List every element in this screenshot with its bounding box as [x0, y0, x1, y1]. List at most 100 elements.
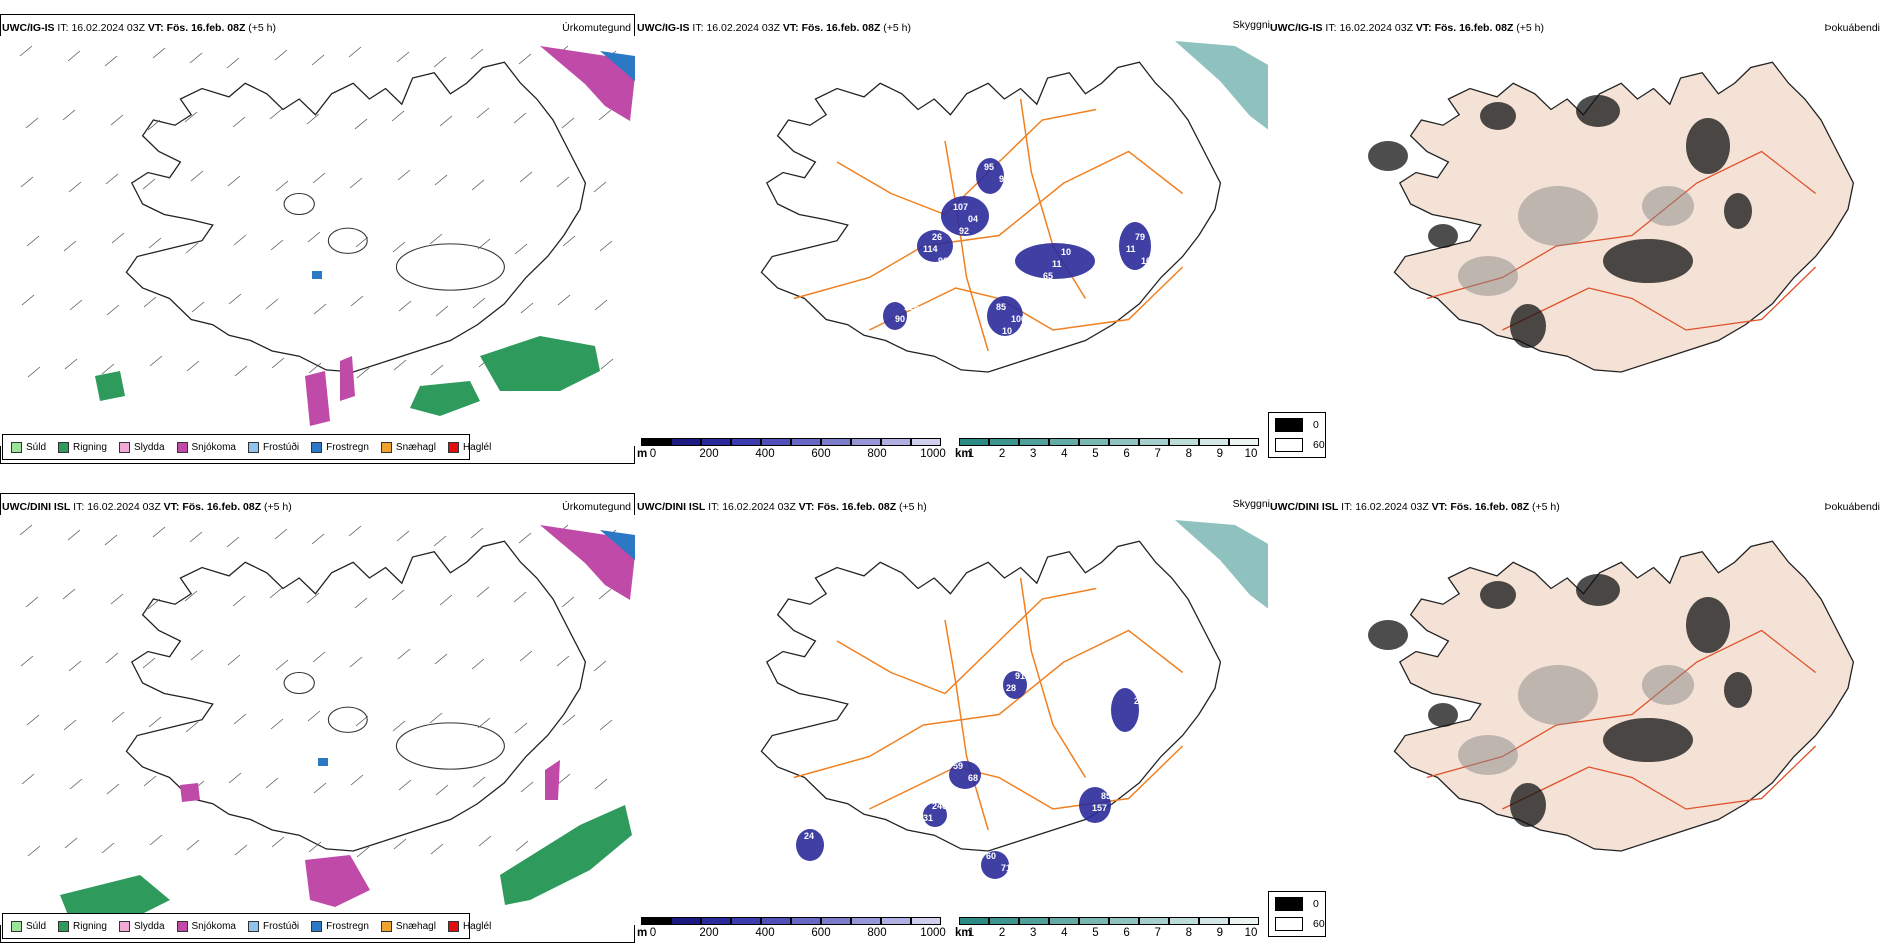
low-ceiling-area — [923, 803, 947, 827]
legend-label: Snjókoma — [191, 920, 236, 932]
wind-barb — [110, 593, 124, 605]
precip-legend-item: Snjókoma — [176, 441, 236, 453]
colorbar-segment — [989, 438, 1019, 446]
rain-area — [500, 805, 632, 905]
vt-label: VT: — [163, 501, 180, 513]
iceland-coastline — [1393, 61, 1855, 373]
colorbar-tick-label: 0 — [649, 448, 657, 460]
panel-visibility-row2: UWC/DINI ISL IT: 16.02.2024 03Z VT: Fös.… — [635, 493, 1270, 943]
vt-value: Fös. 16.feb. 08Z — [1434, 22, 1514, 34]
wind-barb — [184, 590, 198, 602]
wind-barb — [599, 240, 613, 252]
legend-swatch — [176, 441, 188, 453]
wind-barb — [189, 531, 203, 543]
wind-barb — [19, 524, 33, 536]
colorbar-tick-label: 8 — [1185, 927, 1192, 939]
colorbar-segment — [1019, 438, 1049, 446]
ceiling-value-label: 22 — [1134, 696, 1144, 706]
wind-barb — [598, 588, 612, 600]
colorbar-segment — [761, 917, 791, 925]
wind-barb — [350, 774, 364, 786]
wind-barb — [190, 649, 204, 661]
road-line — [944, 140, 989, 352]
wind-barb — [434, 653, 448, 665]
colorbar-unit: m — [637, 448, 648, 460]
ceiling-value-label: 11 — [1126, 244, 1136, 254]
vt-value: Fös. 16.feb. 08Z — [801, 22, 881, 34]
iceland-coastline — [760, 540, 1222, 852]
colorbar-tick-label: 5 — [1092, 448, 1099, 460]
wind-barb — [391, 589, 405, 601]
wind-barb — [472, 297, 486, 309]
wind-barb — [355, 715, 369, 727]
wind-barb — [191, 301, 205, 313]
colorbar-segment — [989, 917, 1019, 925]
ceiling-value-label: 106 — [1011, 314, 1026, 324]
precip-legend-item: Rigning — [58, 920, 107, 932]
precip-legend-item: Frostúði — [247, 441, 299, 453]
colorbar-segment — [701, 438, 731, 446]
snow-area — [340, 356, 355, 401]
colorbar-segment — [1169, 438, 1199, 446]
ceiling-colorbar: m 0 200 400 600 800 1000 — [637, 917, 946, 947]
wind-barb — [307, 710, 321, 722]
glacier-outline — [327, 227, 368, 254]
colorbar-tick-label: 8 — [1185, 448, 1192, 460]
wind-barb — [275, 180, 289, 192]
variable-name: Skyggni — [1232, 19, 1270, 31]
precip-legend-item: Frostregn — [311, 920, 369, 932]
rain-area — [95, 371, 125, 401]
wind-barb — [227, 654, 241, 666]
fog-legend-label: 0 — [1313, 419, 1319, 431]
panel-precip-type-row1: UWC/IG-IS IT: 16.02.2024 03Z VT: Fös. 16… — [0, 14, 635, 464]
wind-barb — [148, 716, 162, 728]
wind-barb — [269, 587, 283, 599]
low-ceiling-area — [941, 196, 989, 236]
legend-label: Slydda — [133, 920, 165, 932]
vt-value: Fös. 16.feb. 08Z — [817, 501, 897, 513]
wind-barb — [67, 529, 81, 541]
variable-name: Úrkomutegund — [562, 22, 631, 34]
colorbar-tick-label: 4 — [1061, 448, 1068, 460]
rain-area — [410, 381, 480, 416]
wind-barb — [556, 176, 570, 188]
ceiling-value-label: 246 — [932, 801, 947, 811]
fog-legend-item: 60 — [1275, 438, 1325, 452]
wind-barb — [68, 660, 82, 672]
road-line — [793, 150, 1184, 300]
wind-barb — [439, 594, 453, 606]
fog-legend: 0 60 — [1268, 412, 1326, 458]
wind-barb — [274, 528, 288, 540]
wind-barb — [439, 115, 453, 127]
wind-barb — [393, 359, 407, 371]
wind-barb — [561, 596, 575, 608]
wind-barb — [62, 588, 76, 600]
fog-indicator-area — [1603, 239, 1693, 283]
colorbar-tick-label: 600 — [811, 927, 831, 939]
wind-barb — [477, 717, 491, 729]
wind-barb — [520, 781, 534, 793]
fog-indicator-area — [1458, 256, 1518, 296]
panel-title: UWC/IG-IS IT: 16.02.2024 03Z VT: Fös. 16… — [1270, 22, 1544, 34]
it-value: 16.02.2024 03Z — [87, 501, 161, 513]
wind-barb — [435, 305, 449, 317]
lead-time: (+5 h) — [899, 501, 927, 513]
wind-barb — [190, 170, 204, 182]
iceland-map: 59 246 85 60 91 22 24 68 31 157 71 28 — [635, 515, 1270, 925]
panel-visibility-row1: UWC/IG-IS IT: 16.02.2024 03Z VT: Fös. 16… — [635, 14, 1270, 464]
low-ceiling-area — [1003, 671, 1027, 699]
wind-barb — [111, 711, 125, 723]
colorbar-tick-label: 7 — [1154, 927, 1161, 939]
colorbar-segment — [761, 438, 791, 446]
model-name: UWC/IG-IS — [2, 22, 55, 34]
fog-indicator-area — [1686, 118, 1730, 174]
wind-barb — [434, 174, 448, 186]
ceiling-value-label: 65 — [1043, 271, 1053, 281]
precip-legend-item: Snæhagl — [380, 920, 436, 932]
wind-barb — [274, 49, 288, 61]
wind-barb — [226, 536, 240, 548]
wind-barb — [312, 651, 326, 663]
wind-barb — [471, 658, 485, 670]
fog-indicator-area — [1724, 193, 1752, 229]
precip-legend-item: Haglél — [447, 920, 491, 932]
